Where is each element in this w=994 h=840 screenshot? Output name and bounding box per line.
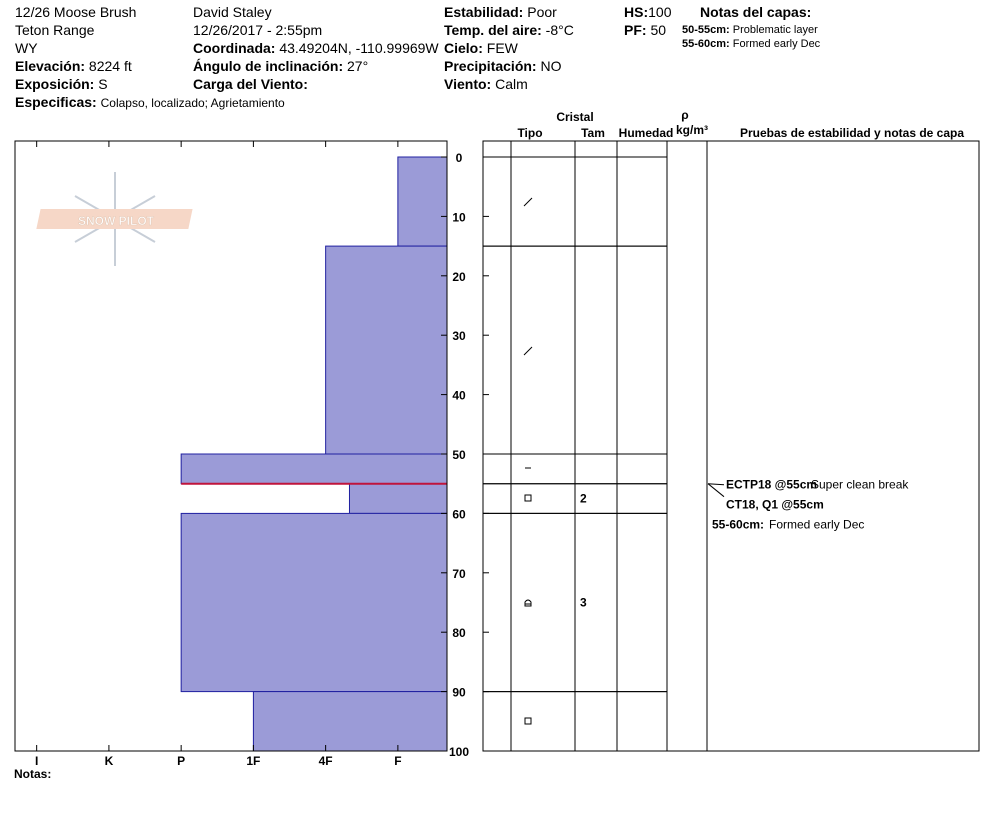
value: FEW — [486, 40, 518, 56]
wind: Viento: Calm — [444, 76, 528, 92]
column-header: Cristal — [556, 110, 593, 124]
x-tick-label: P — [177, 754, 185, 768]
hardness-bar — [397, 156, 448, 247]
value: S — [98, 76, 108, 92]
label: HS: — [624, 4, 649, 20]
y-tick-label: 50 — [452, 448, 466, 462]
test-name: ECTP18 @55cm — [726, 478, 817, 492]
text: Problematic layer — [732, 24, 818, 36]
test-name: CT18, Q1 @55cm — [726, 498, 824, 512]
state: WY — [15, 40, 38, 56]
label: Viento: — [444, 76, 492, 92]
table-frame — [482, 140, 980, 752]
column-header: Humedad — [619, 126, 674, 140]
test-note: Super clean break — [811, 478, 909, 492]
y-tick-label: 10 — [452, 210, 466, 224]
y-tick-label: 30 — [452, 329, 466, 343]
specifics: Especificas: Colapso, localizado; Agriet… — [15, 94, 285, 110]
hardness-bar — [325, 245, 448, 455]
y-tick-label: 40 — [452, 389, 466, 403]
column-header: Pruebas de estabilidad y notas de capa — [740, 126, 964, 140]
value: 43.49204N, -110.99969W — [279, 40, 439, 56]
layer-note: 50-55cm: Problematic layer — [682, 24, 818, 36]
y-tick-label: 60 — [452, 507, 466, 521]
hardness-bar — [348, 483, 448, 514]
value: NO — [540, 58, 562, 74]
value: 27° — [347, 58, 369, 74]
notes-label: Notas: — [14, 767, 51, 781]
arrow — [707, 483, 725, 486]
hs: HS:100 — [624, 4, 671, 20]
x-tick-label: K — [105, 754, 114, 768]
range: 55-60cm: — [682, 38, 730, 50]
label: Especificas: — [15, 94, 97, 110]
value: 100 — [648, 4, 672, 20]
range: Teton Range — [15, 22, 95, 38]
grain-size: 3 — [580, 596, 587, 610]
value: 8224 ft — [88, 58, 132, 74]
layer-note: 55-60cm: Formed early Dec — [682, 38, 820, 50]
column-header: ρ — [681, 108, 688, 122]
label: Estabilidad: — [444, 4, 524, 20]
stability: Estabilidad: Poor — [444, 4, 557, 20]
precip: Precipitación: NO — [444, 58, 561, 74]
x-tick-label: 4F — [319, 754, 333, 768]
value: -8°C — [545, 22, 574, 38]
label: Ángulo de inclinación: — [193, 58, 344, 74]
x-tick-label: I — [35, 754, 38, 768]
aspect: Exposición: S — [15, 76, 108, 92]
label: Temp. del aire: — [444, 22, 542, 38]
logo: SNOW PILOT — [36, 172, 193, 266]
column-header: Tam — [581, 126, 605, 140]
wind-load: Carga del Viento: — [193, 76, 308, 92]
hardness-bar — [252, 691, 448, 752]
x-tick-label: 1F — [246, 754, 260, 768]
label: Coordinada: — [193, 40, 276, 56]
column-header: kg/m³ — [676, 123, 708, 137]
label: Precipitación: — [444, 58, 537, 74]
header: 12/26 Moose Brush Teton Range WY Elevaci… — [0, 0, 994, 112]
grain-symbols — [523, 197, 533, 725]
layer-note-text: Formed early Dec — [769, 518, 864, 532]
y-tick-label: 100 — [449, 745, 469, 759]
column-header: Tipo — [517, 126, 542, 140]
arrow — [707, 483, 725, 498]
y-tick-label: 70 — [452, 567, 466, 581]
range: 50-55cm: — [682, 24, 730, 36]
datetime: 12/26/2017 - 2:55pm — [193, 22, 323, 38]
slope: Ángulo de inclinación: 27° — [193, 58, 368, 74]
y-tick-label: 20 — [452, 270, 466, 284]
x-tick-label: F — [394, 754, 401, 768]
value: Poor — [527, 4, 557, 20]
y-tick-label: 90 — [452, 686, 466, 700]
label: Cielo: — [444, 40, 483, 56]
value: 50 — [650, 22, 667, 38]
label: PF: — [624, 22, 647, 38]
air-temp: Temp. del aire: -8°C — [444, 22, 574, 38]
sky: Cielo: FEW — [444, 40, 518, 56]
coord: Coordinada: 43.49204N, -110.99969W — [193, 40, 439, 56]
svg-text:SNOW PILOT: SNOW PILOT — [78, 214, 155, 228]
profile-frame — [14, 140, 448, 752]
label: Carga del Viento: — [193, 76, 308, 92]
label: Exposición: — [15, 76, 95, 92]
layer-note-range: 55-60cm: — [712, 518, 764, 532]
label: Notas del capas: — [700, 4, 812, 20]
value: Calm — [495, 76, 528, 92]
observer: David Staley — [193, 4, 272, 20]
grain-size: 2 — [580, 492, 587, 506]
pf: PF: 50 — [624, 22, 666, 38]
y-tick-label: 0 — [456, 151, 463, 165]
hardness-bar — [180, 453, 448, 485]
location: 12/26 Moose Brush — [15, 4, 137, 20]
text: Formed early Dec — [732, 38, 821, 50]
layer-notes-label: Notas del capas: — [700, 4, 811, 20]
label: Elevación: — [15, 58, 86, 74]
value: Colapso, localizado; Agrietamiento — [100, 96, 285, 110]
y-tick-label: 80 — [452, 626, 466, 640]
hardness-bar — [180, 512, 448, 693]
elevation: Elevación: 8224 ft — [15, 58, 132, 74]
